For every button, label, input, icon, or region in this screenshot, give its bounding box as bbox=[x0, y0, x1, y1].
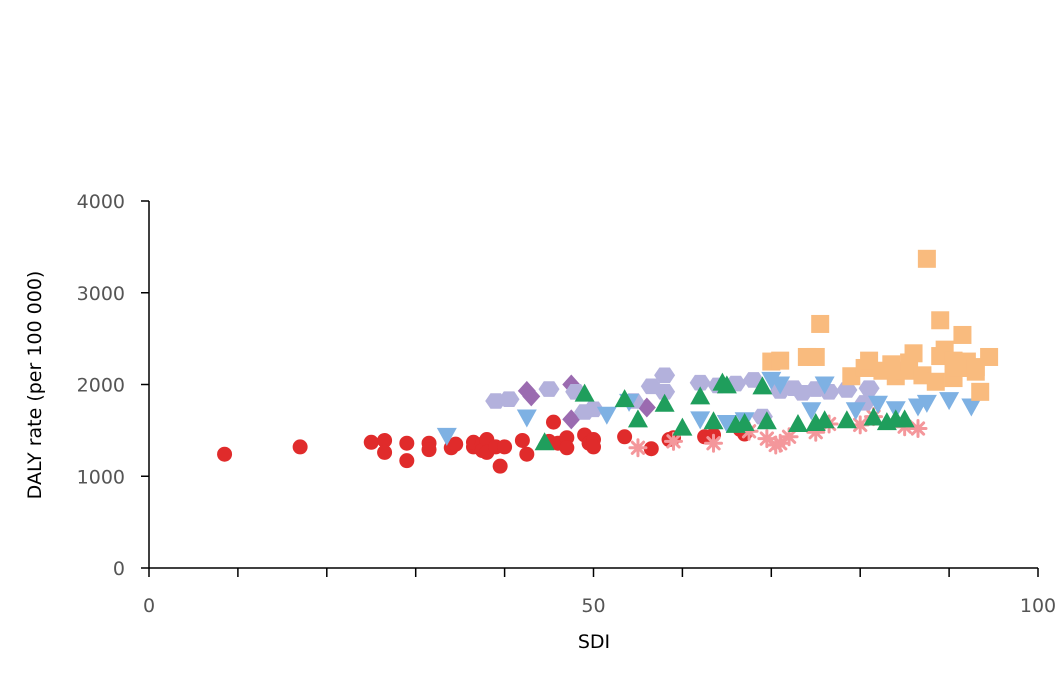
data-point-circle bbox=[617, 429, 633, 445]
data-point-triangle-down bbox=[770, 376, 791, 395]
data-point-circle bbox=[377, 444, 393, 460]
data-point-square bbox=[771, 351, 790, 370]
data-point-circle bbox=[292, 439, 308, 455]
data-point-square bbox=[953, 325, 972, 344]
data-point-star bbox=[704, 433, 724, 453]
data-point-triangle-up bbox=[836, 410, 857, 429]
data-point-triangle-up bbox=[627, 409, 648, 428]
data-point-hexagon bbox=[654, 367, 676, 384]
data-point-triangle-down bbox=[690, 411, 711, 430]
data-point-circle bbox=[545, 414, 561, 430]
data-point-circle bbox=[363, 434, 379, 450]
data-point-diamond bbox=[522, 386, 541, 407]
y-tick-label: 1000 bbox=[77, 466, 125, 488]
data-point-square bbox=[904, 344, 923, 363]
data-point-circle bbox=[377, 432, 393, 448]
data-point-square bbox=[917, 249, 936, 268]
data-point-triangle-up bbox=[614, 389, 635, 408]
y-tick-label: 4000 bbox=[77, 191, 125, 213]
data-point-triangle-up bbox=[690, 386, 711, 405]
y-axis-title: DALY rate (per 100 000) bbox=[24, 271, 46, 500]
data-point-circle bbox=[497, 439, 513, 455]
y-axis-ticks bbox=[141, 200, 149, 569]
data-point-triangle-up bbox=[703, 411, 724, 430]
x-axis-tick-labels: 0 50 100 bbox=[143, 595, 1056, 617]
data-point-hexagon bbox=[498, 391, 520, 407]
data-point-triangle-down bbox=[801, 402, 822, 421]
data-point-triangle-up bbox=[654, 393, 675, 412]
data-point-triangle-up bbox=[574, 383, 595, 402]
data-point-circle bbox=[492, 458, 508, 474]
data-point-triangle-down bbox=[436, 427, 457, 446]
data-point-triangle-up bbox=[716, 375, 737, 394]
data-point-triangle-down bbox=[761, 371, 782, 390]
data-point-triangle-up bbox=[863, 407, 884, 426]
y-tick-label: 0 bbox=[113, 558, 125, 580]
series-square bbox=[762, 249, 999, 401]
data-point-circle bbox=[448, 436, 464, 452]
data-point-square bbox=[926, 372, 945, 391]
x-tick-label: 100 bbox=[1020, 595, 1056, 617]
data-point-star bbox=[664, 431, 684, 451]
data-point-circle bbox=[514, 432, 530, 448]
data-point-hexagon bbox=[689, 374, 711, 391]
data-point-triangle-up bbox=[814, 410, 835, 429]
data-point-triangle-down bbox=[845, 402, 866, 421]
x-tick-label: 50 bbox=[581, 595, 605, 617]
data-point-circle bbox=[519, 446, 535, 462]
data-point-triangle-up bbox=[534, 432, 555, 451]
data-point-square bbox=[971, 382, 990, 401]
data-point-square bbox=[966, 362, 985, 381]
data-point-hexagon bbox=[654, 384, 676, 400]
data-point-hexagon bbox=[538, 381, 560, 397]
x-axis-ticks bbox=[148, 568, 1039, 577]
y-tick-label: 3000 bbox=[77, 283, 125, 305]
data-point-star bbox=[628, 438, 648, 458]
data-point-square bbox=[811, 314, 830, 333]
data-point-triangle-down bbox=[961, 398, 982, 417]
data-point-triangle-up bbox=[734, 413, 755, 432]
data-point-triangle-down bbox=[596, 406, 617, 425]
data-point-triangle-down bbox=[814, 376, 835, 395]
data-point-star bbox=[908, 419, 928, 439]
data-point-hexagon bbox=[836, 382, 858, 398]
data-point-triangle-up bbox=[672, 417, 693, 436]
data-point-square bbox=[806, 347, 825, 366]
data-point-square bbox=[931, 311, 950, 330]
data-point-triangle-down bbox=[939, 392, 960, 411]
data-point-circle bbox=[399, 435, 415, 451]
data-point-circle bbox=[559, 440, 575, 456]
data-point-circle bbox=[217, 446, 233, 462]
data-point-triangle-up bbox=[894, 409, 915, 428]
data-point-square bbox=[980, 347, 999, 366]
data-point-triangle-up bbox=[756, 411, 777, 430]
points-layer bbox=[217, 249, 999, 474]
x-axis-title: SDI bbox=[578, 631, 610, 653]
data-point-triangle-down bbox=[716, 415, 737, 434]
data-point-triangle-up bbox=[752, 376, 773, 395]
series-triangle-up bbox=[534, 372, 915, 451]
x-tick-label: 0 bbox=[143, 595, 155, 617]
data-point-circle bbox=[643, 441, 659, 457]
data-point-hexagon bbox=[858, 380, 880, 396]
data-point-triangle-down bbox=[916, 394, 937, 413]
data-point-hexagon bbox=[583, 401, 604, 418]
data-point-circle bbox=[399, 453, 415, 469]
y-tick-label: 2000 bbox=[77, 375, 125, 397]
data-point-triangle-up bbox=[787, 413, 808, 432]
data-point-triangle-down bbox=[867, 395, 888, 414]
series-hexagon bbox=[485, 367, 880, 425]
data-point-triangle-down bbox=[516, 409, 537, 428]
data-point-circle bbox=[421, 442, 437, 458]
data-point-circle bbox=[586, 439, 601, 455]
y-axis-tick-labels: 0 1000 2000 3000 4000 bbox=[77, 191, 125, 580]
